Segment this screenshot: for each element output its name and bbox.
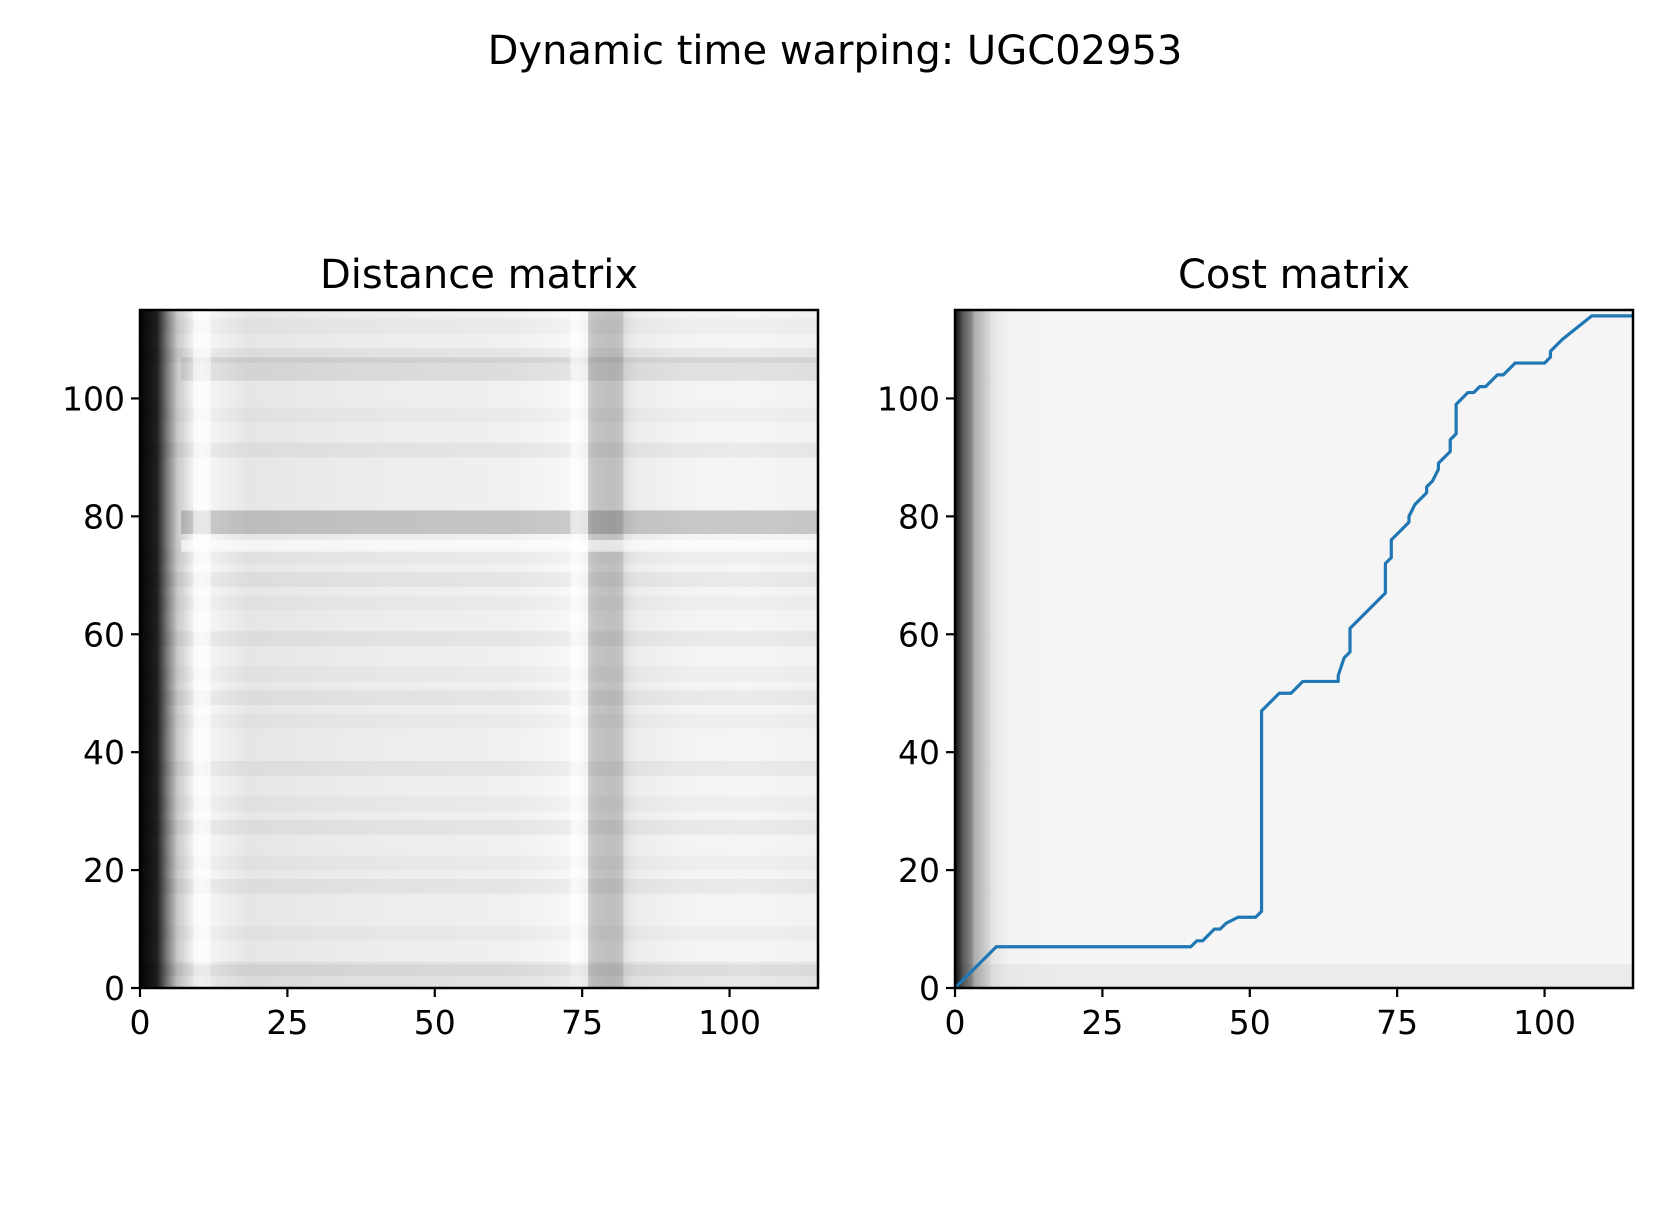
y-tick-label: 100 [62, 379, 125, 418]
heatmap-row-band [140, 572, 818, 588]
warping-path-layer [955, 314, 1633, 988]
heatmap-row-band [140, 596, 818, 611]
y-tick-label: 60 [83, 615, 125, 654]
cost-x-axis: 0 25 50 75 100 [945, 988, 1576, 1042]
heatmap-light-column [193, 310, 211, 988]
distance-matrix-panel: Distance matrix 0 25 50 75 100 0 20 40 60 80 100 [62, 252, 820, 1042]
heatmap-row-band [140, 761, 818, 776]
x-tick-label: 0 [130, 1003, 151, 1042]
heatmap-row-band [140, 961, 818, 977]
x-tick-label: 50 [1229, 1003, 1271, 1042]
y-tick-label: 20 [898, 851, 940, 890]
heatmap-light-row [181, 539, 818, 552]
heatmap-row-band [140, 348, 818, 364]
heatmap-row-band [140, 855, 818, 870]
heatmap-row-band [140, 667, 818, 682]
heatmap-row-band [140, 926, 818, 941]
x-tick-label: 75 [1376, 1003, 1418, 1042]
heatmap-row-band [140, 442, 818, 458]
x-tick-label: 100 [698, 1003, 761, 1042]
figure-title: Dynamic time warping: UGC02953 [488, 28, 1183, 74]
x-tick-label: 100 [1513, 1003, 1576, 1042]
heatmap-dark-row [181, 357, 818, 381]
heatmap-dark-column [588, 310, 624, 988]
y-tick-label: 100 [877, 379, 940, 418]
heatmap-base [955, 310, 1633, 988]
y-tick-label: 40 [898, 733, 940, 772]
cost-y-axis: 0 20 40 60 80 100 [877, 379, 955, 1008]
heatmap-base [140, 310, 818, 988]
heatmap-row-band [140, 819, 818, 835]
distance-y-axis: 0 20 40 60 80 100 [62, 379, 140, 1008]
heatmap-row-band [140, 690, 818, 706]
y-tick-label: 0 [919, 969, 940, 1008]
cost-axes-frame [953, 308, 1635, 990]
x-tick-label: 75 [561, 1003, 603, 1042]
heatmap-dark-column [972, 310, 991, 988]
heatmap-dark-row [181, 510, 818, 535]
y-tick-label: 0 [104, 969, 125, 1008]
x-tick-label: 25 [266, 1003, 308, 1042]
heatmap-row-band [140, 319, 818, 334]
y-tick-label: 40 [83, 733, 125, 772]
y-tick-label: 60 [898, 615, 940, 654]
heatmap-bottom-rows [955, 964, 1633, 988]
y-tick-label: 80 [898, 497, 940, 536]
distance-axes-frame [138, 308, 820, 990]
x-tick-label: 25 [1081, 1003, 1123, 1042]
heatmap-row-band [140, 407, 818, 422]
heatmap-row-band [140, 714, 818, 729]
cost-heatmap [955, 310, 1633, 988]
cost-matrix-panel: Cost matrix 0 25 50 75 100 0 20 40 60 80 100 [877, 252, 1635, 1042]
heatmap-row-band [140, 796, 818, 811]
distance-x-axis: 0 25 50 75 100 [130, 988, 761, 1042]
heatmap-light-column [570, 310, 589, 988]
panel-title-distance: Distance matrix [320, 252, 638, 298]
heatmap-bottom-rows [140, 964, 818, 988]
panel-title-cost: Cost matrix [1178, 252, 1410, 298]
heatmap-dark-column [955, 310, 961, 988]
heatmap-row-band [140, 631, 818, 647]
x-tick-label: 0 [945, 1003, 966, 1042]
y-tick-label: 80 [83, 497, 125, 536]
warping-path-line [955, 314, 1633, 988]
y-tick-label: 20 [83, 851, 125, 890]
heatmap-row-band [140, 878, 818, 894]
distance-heatmap [140, 310, 818, 988]
x-tick-label: 50 [414, 1003, 456, 1042]
heatmap-dark-column [960, 310, 973, 988]
